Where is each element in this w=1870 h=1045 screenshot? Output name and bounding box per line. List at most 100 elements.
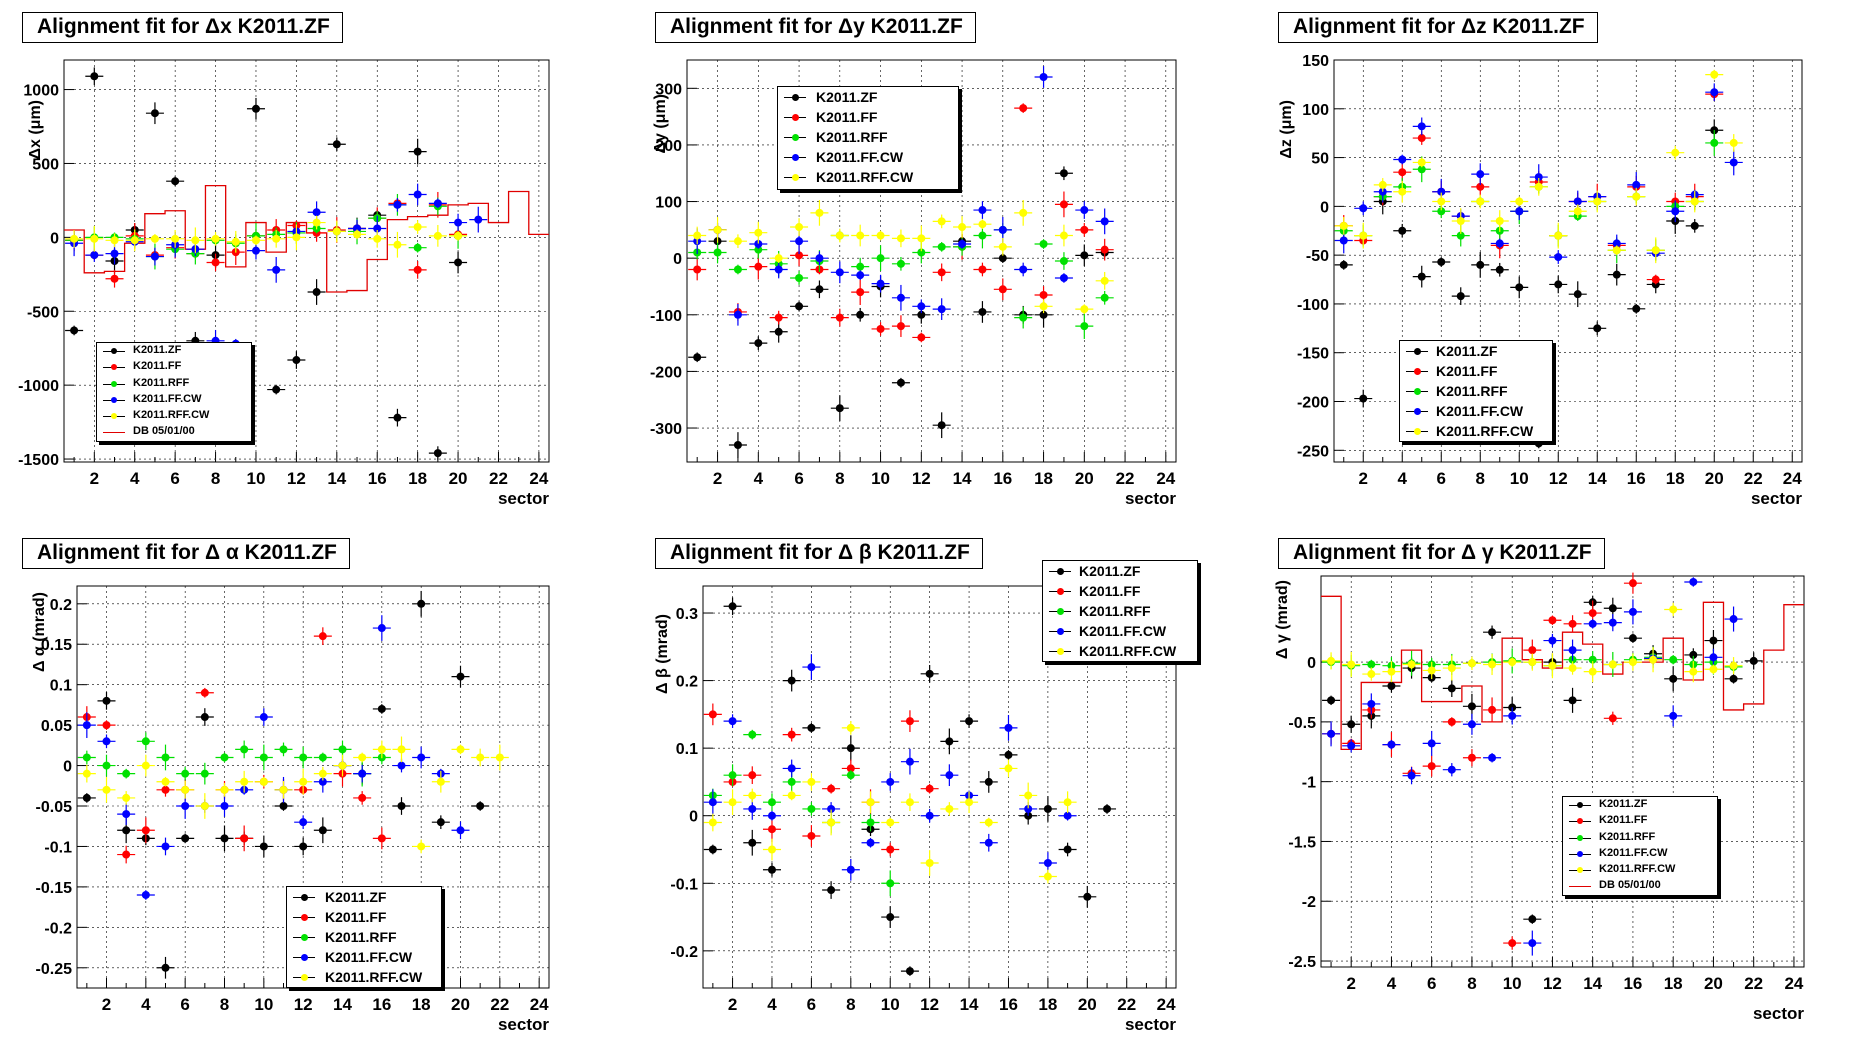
data-point (978, 220, 987, 229)
data-point (754, 262, 763, 271)
data-point (693, 265, 702, 274)
data-point (807, 663, 816, 672)
x-tick-label: 24 (529, 469, 548, 488)
data-point (1628, 634, 1637, 643)
data-point (1573, 197, 1582, 206)
data-point (122, 769, 131, 778)
data-point (748, 804, 757, 813)
data-point (1327, 656, 1336, 665)
data-point (1515, 283, 1524, 292)
y-tick-label: -1000 (18, 378, 59, 395)
x-tick-label: 20 (449, 469, 468, 488)
data-point (70, 234, 79, 243)
data-point (231, 237, 240, 246)
data-point (787, 676, 796, 685)
x-tick-label: 12 (287, 469, 306, 488)
data-point (1427, 666, 1436, 675)
data-point (958, 240, 967, 249)
data-point (896, 322, 905, 331)
data-point (937, 268, 946, 277)
data-point (846, 764, 855, 773)
data-point (937, 217, 946, 226)
y-tick-label: -2 (1302, 894, 1316, 911)
data-point (251, 246, 260, 255)
legend-label: K2011.FF (1436, 363, 1498, 379)
data-point (876, 254, 885, 263)
data-point (846, 744, 855, 753)
data-point (998, 285, 1007, 294)
data-point (905, 967, 914, 976)
data-point (259, 777, 268, 786)
data-point (1669, 674, 1678, 683)
data-point (866, 818, 875, 827)
data-point (1063, 811, 1072, 820)
data-point (456, 672, 465, 681)
data-point (150, 252, 159, 261)
data-point (1508, 711, 1517, 720)
data-point (240, 834, 249, 843)
y-axis-label: Δ γ (mrad) (1274, 580, 1291, 659)
x-tick-label: 4 (1398, 469, 1408, 488)
data-point (220, 785, 229, 794)
data-point (299, 753, 308, 762)
data-point (122, 793, 131, 802)
data-point (318, 632, 327, 641)
data-point (397, 802, 406, 811)
panel-dalpha: Alignment fit for Δ α K2011.ZF 2 4 6 8 10 12 1… (0, 522, 623, 1045)
data-point (1568, 696, 1577, 705)
data-point (925, 784, 934, 793)
x-axis-label: sector (1753, 1004, 1804, 1023)
x-tick-label: 12 (294, 995, 313, 1014)
data-point (876, 279, 885, 288)
legend-label: K2011.RFF.CW (1079, 643, 1177, 659)
legend-label: K2011.FF.CW (133, 392, 202, 405)
chart-title: Alignment fit for Δ α K2011.ZF (22, 538, 350, 569)
legend: K2011.ZF K2011.FF K2011.RFF K2011.FF.CW … (777, 86, 959, 190)
legend-label: K2011.ZF (816, 89, 878, 105)
data-point (905, 757, 914, 766)
data-point (1039, 302, 1048, 311)
legend-label: K2011.RFF.CW (1436, 423, 1534, 439)
data-point (896, 293, 905, 302)
data-point (1367, 699, 1376, 708)
legend-label: K2011.ZF (1599, 798, 1648, 810)
data-point (905, 798, 914, 807)
data-point (417, 753, 426, 762)
y-axis-label: Δz (μm) (1278, 100, 1295, 159)
data-point (1447, 765, 1456, 774)
data-point (925, 811, 934, 820)
data-point (1398, 168, 1407, 177)
data-point (299, 818, 308, 827)
x-tick-label: 16 (372, 995, 391, 1014)
data-point (774, 313, 783, 322)
data-point (767, 798, 776, 807)
legend-label: K2011.RFF.CW (816, 169, 914, 185)
legend-label: K2011.FF.CW (816, 149, 904, 165)
data-point (251, 236, 260, 245)
data-point (965, 798, 974, 807)
data-point (748, 791, 757, 800)
data-point (1043, 872, 1052, 881)
data-point (1347, 741, 1356, 750)
data-point (82, 793, 91, 802)
y-tick-label: -300 (650, 421, 682, 438)
x-tick-label: 22 (1744, 974, 1763, 993)
data-point (937, 242, 946, 251)
data-point (1488, 705, 1497, 714)
x-tick-label: 2 (1346, 974, 1355, 993)
data-point (171, 234, 180, 243)
data-point (377, 834, 386, 843)
data-point (1100, 276, 1109, 285)
x-tick-label: 22 (490, 995, 509, 1014)
data-point (896, 234, 905, 243)
x-tick-label: 4 (754, 469, 764, 488)
data-point (1367, 660, 1376, 669)
data-point (728, 771, 737, 780)
y-tick-label: -250 (1297, 443, 1329, 460)
data-point (1059, 231, 1068, 240)
data-point (171, 177, 180, 186)
data-point (279, 745, 288, 754)
x-tick-label: 22 (1744, 469, 1763, 488)
y-tick-label: -200 (1297, 395, 1329, 412)
x-tick-label: 20 (451, 995, 470, 1014)
